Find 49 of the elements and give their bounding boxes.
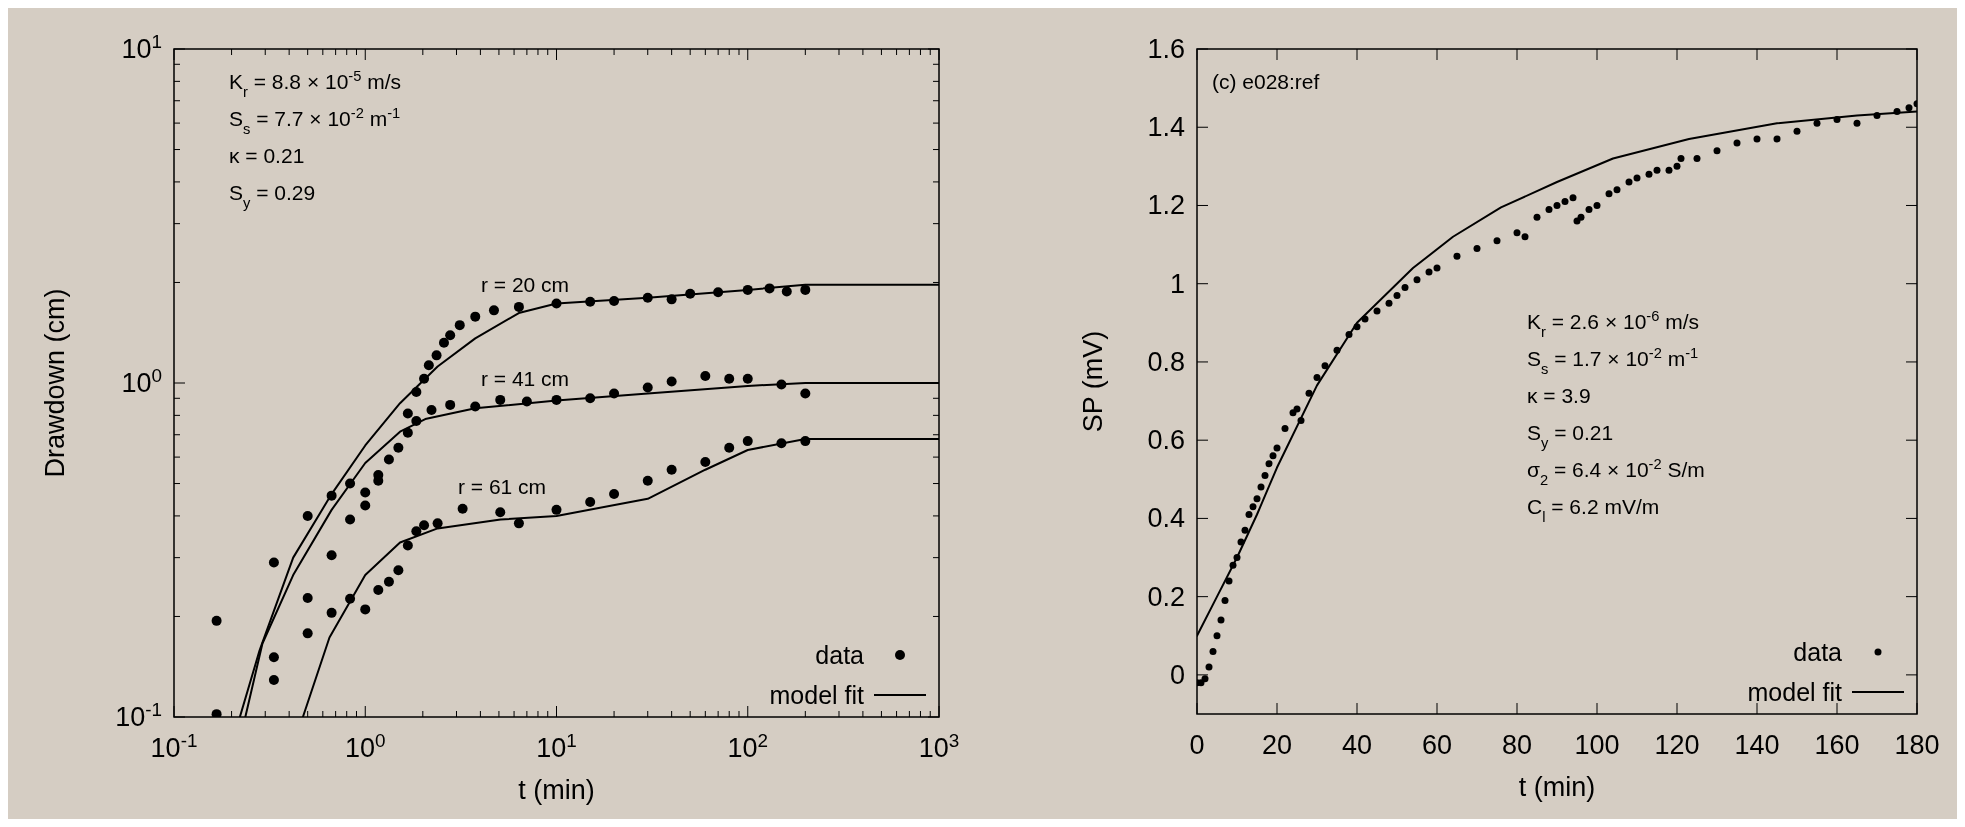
x-tick-label: 20 <box>1261 730 1293 760</box>
y-tick-label: 1 <box>1169 268 1185 299</box>
x-tick-label: 160 <box>1814 730 1860 760</box>
x-tick-label: 10$^{3}$ <box>918 729 960 763</box>
annotation: κ = 0.21 <box>229 144 305 167</box>
y-tick-label: 10$^{-1}$ <box>115 698 162 732</box>
x-tick-label: 40 <box>1341 730 1373 760</box>
annotation: K$_{r}$ = 2.6 × 10$^{-6}$ m/s <box>1527 308 1700 340</box>
y-tick-label: 0.8 <box>1147 346 1185 377</box>
annotation: S$_{s}$ = 1.7 × 10$^{-2}$ m$^{-1}$ <box>1527 345 1699 377</box>
annotation: r = 20 cm <box>481 273 570 296</box>
y-tick-label: 0.4 <box>1147 503 1185 534</box>
legend-label: data <box>1793 638 1843 666</box>
annotation: κ = 3.9 <box>1527 384 1591 407</box>
annotation: S$_{y}$ = 0.21 <box>1527 421 1614 451</box>
x-tick-label: 80 <box>1501 730 1533 760</box>
annotation: S$_{s}$ = 7.7 × 10$^{-2}$ m$^{-1}$ <box>229 105 401 137</box>
y-tick-label: 0.2 <box>1147 581 1185 612</box>
x-tick-label: 100 <box>1574 730 1620 760</box>
annotation: r = 61 cm <box>458 475 547 498</box>
legend-label: data <box>815 641 865 669</box>
x-axis-title: t (min) <box>518 775 595 805</box>
legend-label: model fit <box>769 681 865 709</box>
legend-label: model fit <box>1747 678 1843 706</box>
y-tick-label: 1.6 <box>1147 34 1185 64</box>
x-tick-label: 60 <box>1421 730 1453 760</box>
y-tick-label: 1.4 <box>1147 112 1185 143</box>
annotation: (c) e028:ref <box>1212 70 1320 93</box>
x-tick-label: 140 <box>1734 730 1780 760</box>
x-axis-title: t (min) <box>1518 772 1596 802</box>
y-axis-title: SP (mV) <box>1078 330 1108 433</box>
x-tick-label: 10$^{0}$ <box>344 729 386 763</box>
y-tick-label: 1.2 <box>1147 190 1185 221</box>
annotation: r = 41 cm <box>481 367 570 390</box>
y-tick-label: 0.6 <box>1147 425 1185 456</box>
x-tick-label: 10$^{2}$ <box>727 729 769 763</box>
annotation: K$_{r}$ = 8.8 × 10$^{-5}$ m/s <box>229 68 402 100</box>
x-tick-label: 120 <box>1654 730 1700 760</box>
x-tick-label: 10$^{1}$ <box>536 729 577 763</box>
annotation: S$_{y}$ = 0.29 <box>229 181 316 211</box>
annotation: C$_{l}$ = 6.2 mV/m <box>1527 495 1660 525</box>
x-tick-label: 0 <box>1189 730 1205 760</box>
x-tick-label: 10$^{-1}$ <box>150 729 198 763</box>
x-tick-label: 180 <box>1894 730 1940 760</box>
annotation: σ$_{2}$ = 6.4 × 10$^{-2}$ S/m <box>1527 456 1705 488</box>
y-tick-label: 10$^{1}$ <box>121 30 162 64</box>
y-tick-label: 0 <box>1169 659 1185 690</box>
y-tick-label: 10$^{0}$ <box>121 364 162 398</box>
y-axis-title: Drawdown (cm) <box>40 288 70 478</box>
